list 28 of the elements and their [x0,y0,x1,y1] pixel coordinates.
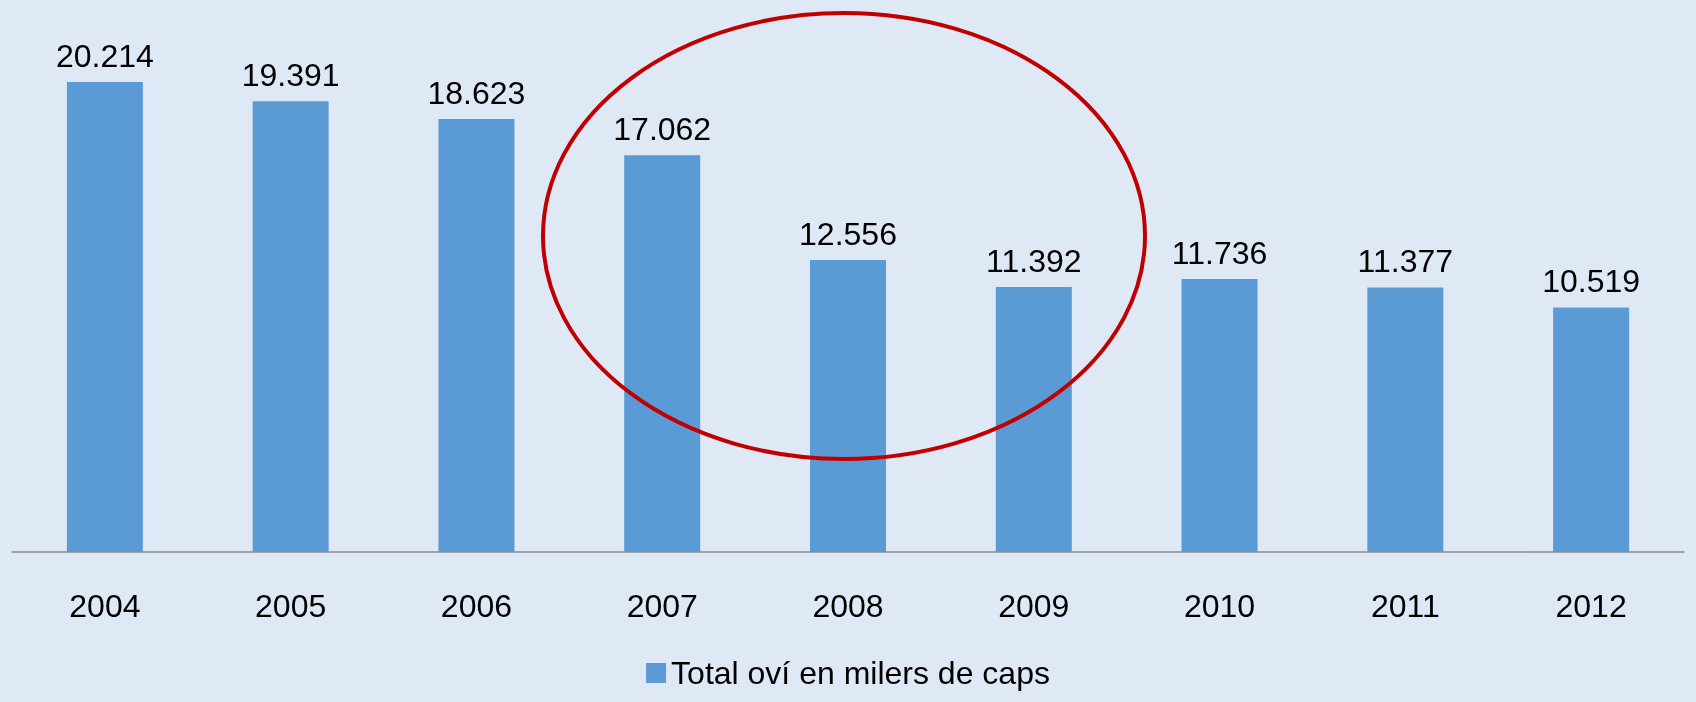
data-label: 11.736 [1171,235,1268,272]
bar [624,155,701,552]
data-label: 20.214 [55,38,154,74]
x-tick-label: 2011 [1370,588,1440,624]
x-tick-label: 2005 [255,588,327,624]
bar [1553,307,1630,552]
bar [1367,287,1444,552]
x-tick-label: 2006 [440,588,513,624]
bar [995,287,1072,552]
bar [810,260,886,552]
data-label: 11.377 [1357,243,1454,280]
x-tick-label: 2009 [998,588,1070,624]
bar [1181,279,1258,552]
x-tick-label: 2007 [626,588,698,624]
x-tick-label: 2008 [812,588,884,624]
x-tick-label: 2004 [69,588,141,624]
bar [252,101,329,552]
data-label: 10.519 [1542,263,1641,300]
data-label: 11.392 [986,243,1082,280]
x-tick-label: 2010 [1183,588,1256,624]
bar [438,118,515,552]
data-label: 18.623 [427,74,526,111]
data-label: 19.391 [241,57,340,94]
data-label: 12.556 [799,216,897,253]
x-tick-label: 2012 [1555,588,1627,624]
data-label: 17.062 [613,111,712,148]
bar [66,82,143,552]
legend-label: Total oví en milers de caps [671,655,1050,691]
